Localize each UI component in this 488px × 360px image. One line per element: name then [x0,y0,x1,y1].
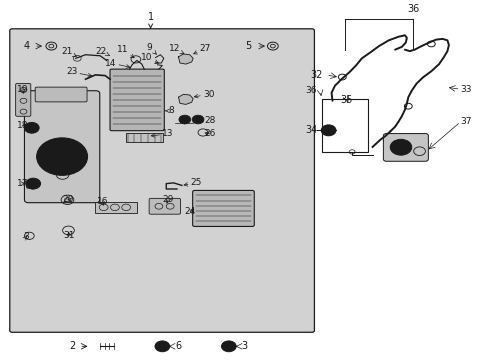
Circle shape [37,138,87,175]
Text: 35: 35 [339,95,351,105]
Text: 32: 32 [310,70,322,80]
Text: 3: 3 [241,341,247,351]
Text: 19: 19 [17,85,29,94]
FancyBboxPatch shape [16,84,31,116]
Text: 26: 26 [204,129,215,138]
Text: 10: 10 [141,53,158,63]
FancyBboxPatch shape [35,87,87,102]
Text: 21: 21 [61,46,76,57]
Text: 20: 20 [62,195,74,204]
Text: 7: 7 [55,167,61,176]
Bar [321,99,367,152]
FancyBboxPatch shape [10,29,314,332]
Text: 33: 33 [460,85,471,94]
Text: 11: 11 [116,45,134,58]
Text: 36: 36 [406,4,419,14]
Text: 1: 1 [147,12,153,28]
Text: 16: 16 [97,197,108,206]
Text: 3: 3 [23,233,29,241]
Polygon shape [178,94,193,104]
Text: 30: 30 [194,90,214,99]
Circle shape [389,139,411,155]
Text: 29: 29 [162,195,173,204]
Circle shape [221,341,236,352]
Text: 34: 34 [305,125,317,135]
Text: 4: 4 [24,41,30,51]
Text: 22: 22 [95,46,109,55]
Bar [126,133,163,142]
Text: 24: 24 [184,207,196,216]
Text: 8: 8 [165,107,174,115]
Circle shape [192,115,203,124]
Text: 5: 5 [245,41,251,51]
Text: 31: 31 [63,231,75,240]
Text: 17: 17 [17,179,29,188]
Text: 37: 37 [460,117,471,126]
Circle shape [179,115,190,124]
Circle shape [321,125,335,136]
Text: 2: 2 [69,341,75,351]
Text: 27: 27 [193,44,210,54]
Text: 25: 25 [183,178,202,187]
FancyBboxPatch shape [192,190,254,226]
Polygon shape [178,54,193,64]
Text: 18: 18 [17,121,29,130]
Text: 9: 9 [146,43,156,54]
Circle shape [47,146,77,167]
Circle shape [24,122,39,133]
Text: 23: 23 [66,68,92,77]
Circle shape [155,341,169,352]
Text: 28: 28 [200,116,215,125]
FancyBboxPatch shape [110,69,164,131]
Text: 6: 6 [175,341,181,351]
Bar [95,202,137,213]
Text: 12: 12 [168,44,183,54]
Text: 15: 15 [178,116,190,125]
Text: 13: 13 [151,129,174,138]
Text: 36: 36 [305,86,316,95]
Text: 14: 14 [105,58,130,68]
Circle shape [26,178,41,189]
FancyBboxPatch shape [149,198,180,214]
FancyBboxPatch shape [383,134,427,161]
FancyBboxPatch shape [24,91,100,203]
